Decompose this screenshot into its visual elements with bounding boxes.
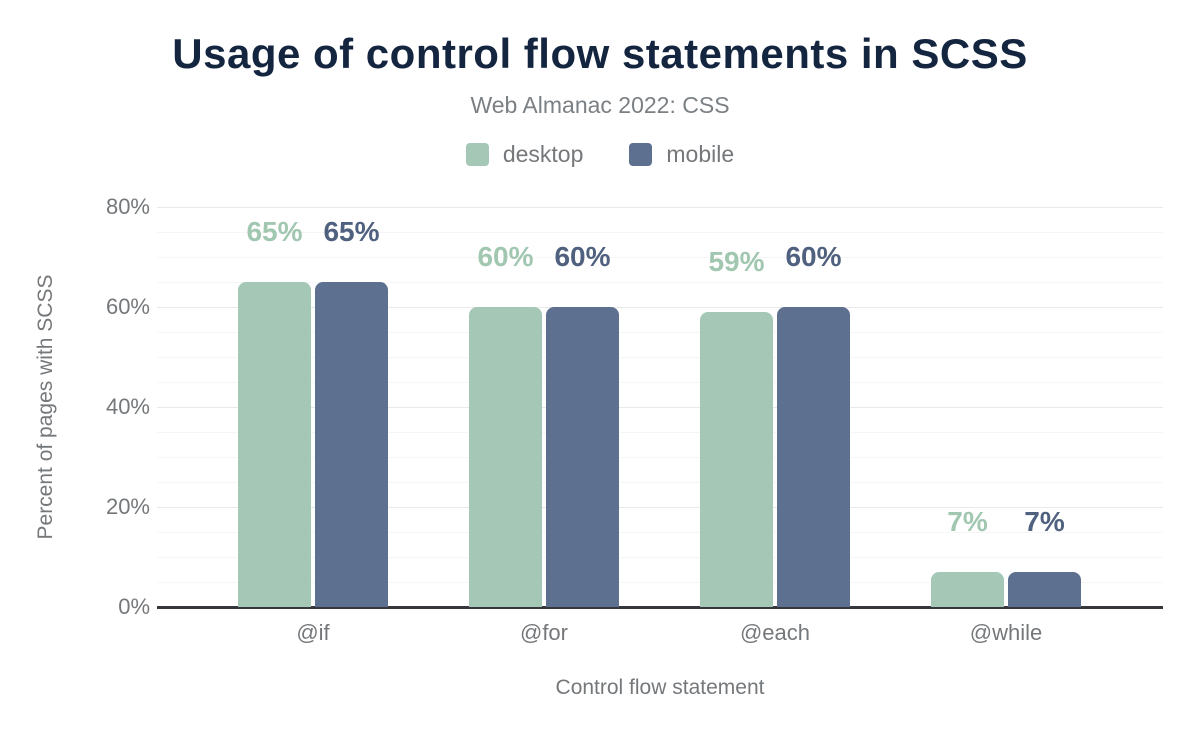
bar-value-label-desktop-if: 65% [246, 216, 303, 247]
bar-desktop-if [238, 282, 311, 607]
gridline-minor [157, 257, 1163, 258]
x-tick-label: @if [296, 620, 330, 645]
y-tick-label: 80% [105, 194, 150, 219]
bar-value-label-desktop-each: 59% [708, 246, 765, 277]
gridline-major [157, 507, 1163, 508]
gridline-major [157, 207, 1163, 208]
gridline-minor [157, 282, 1163, 283]
gridline-minor [157, 482, 1163, 483]
gridline-minor [157, 532, 1163, 533]
bar-value-label-mobile-for: 60% [554, 241, 611, 272]
legend-swatch-desktop-icon [465, 143, 489, 166]
gridline-minor [157, 582, 1163, 583]
bar-value-label-desktop-while: 7% [947, 506, 988, 537]
legend-item-mobile: mobile [629, 141, 734, 168]
chart-subtitle: Web Almanac 2022: CSS [470, 92, 730, 118]
legend-item-desktop: desktop [465, 141, 584, 168]
gridline-minor [157, 232, 1163, 233]
gridline-major [157, 307, 1163, 308]
y-tick-label: 40% [105, 394, 150, 419]
legend: desktop mobile [0, 141, 1200, 168]
bar-value-label-desktop-for: 60% [477, 241, 534, 272]
bar-value-label-mobile-while: 7% [1024, 506, 1065, 537]
bar-value-label-mobile-each: 60% [785, 241, 842, 272]
bar-mobile-if [315, 282, 388, 607]
bar-mobile-for [546, 307, 619, 607]
plot-area: 65% 65% 60% 60% 59% 60% 7% 7% [157, 207, 1163, 609]
y-tick-label: 60% [105, 294, 150, 319]
gridline-minor [157, 432, 1163, 433]
bar-desktop-for [469, 307, 542, 607]
x-tick-label: @while [969, 620, 1043, 645]
x-tick-label: @for [519, 620, 568, 645]
gridline-minor [157, 332, 1163, 333]
gridline-minor [157, 357, 1163, 358]
x-axis-baseline [157, 606, 1163, 609]
x-axis-title: Control flow statement [555, 676, 765, 699]
y-tick-label: 20% [105, 494, 150, 519]
legend-swatch-mobile-icon [629, 143, 653, 166]
bar-value-label-mobile-if: 65% [323, 216, 380, 247]
gridline-minor [157, 557, 1163, 558]
gridline-major [157, 407, 1163, 408]
y-tick-label: 0% [118, 594, 150, 619]
x-tick-label: @each [739, 620, 811, 645]
bar-mobile-each [777, 307, 850, 607]
gridline-minor [157, 457, 1163, 458]
legend-label: desktop [502, 141, 584, 167]
gridline-minor [157, 382, 1163, 383]
bar-desktop-each [700, 312, 773, 607]
legend-label: mobile [666, 141, 735, 167]
bar-mobile-while [1008, 572, 1081, 607]
bar-desktop-while [931, 572, 1004, 607]
chart-title: Usage of control flow statements in SCSS [172, 30, 1028, 77]
